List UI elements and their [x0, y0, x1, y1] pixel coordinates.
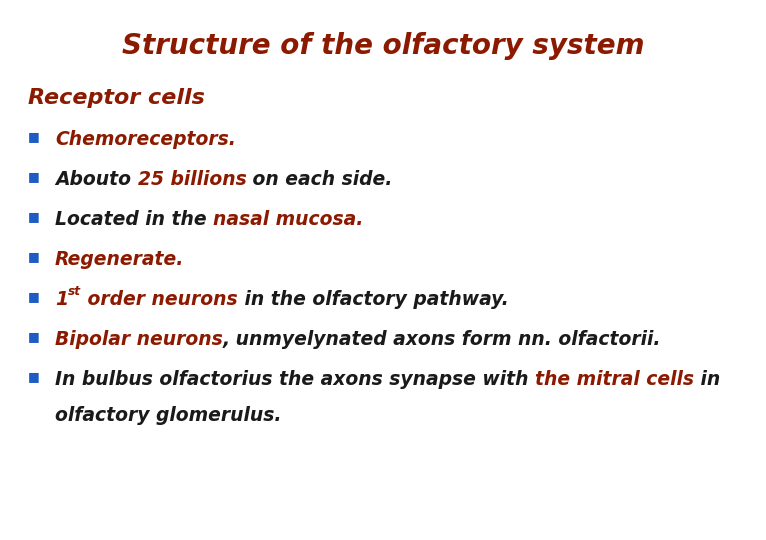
Text: ■: ■: [28, 210, 40, 223]
Text: Regenerate.: Regenerate.: [55, 250, 185, 269]
Text: Receptor cells: Receptor cells: [28, 88, 205, 108]
Text: 25 billions: 25 billions: [138, 170, 246, 189]
Text: ■: ■: [28, 290, 40, 303]
Text: the mitral cells: the mitral cells: [535, 370, 694, 389]
Text: st: st: [68, 285, 81, 298]
Text: nasal mucosa.: nasal mucosa.: [213, 210, 364, 229]
Text: ■: ■: [28, 170, 40, 183]
Text: order neurons: order neurons: [81, 290, 237, 309]
Text: Bipolar neurons: Bipolar neurons: [55, 330, 223, 349]
Text: Abouto: Abouto: [55, 170, 138, 189]
Text: on each side.: on each side.: [246, 170, 393, 189]
Text: ■: ■: [28, 250, 40, 263]
Text: Chemoreceptors.: Chemoreceptors.: [55, 130, 236, 149]
Text: ■: ■: [28, 330, 40, 343]
Text: ■: ■: [28, 130, 40, 143]
Text: in: in: [694, 370, 720, 389]
Text: 1: 1: [55, 290, 68, 309]
Text: In bulbus olfactorius the axons synapse with: In bulbus olfactorius the axons synapse …: [55, 370, 535, 389]
Text: Located in the: Located in the: [55, 210, 213, 229]
Text: ■: ■: [28, 370, 40, 383]
Text: , unmyelynated axons form nn. olfactorii.: , unmyelynated axons form nn. olfactorii…: [223, 330, 661, 349]
Text: Structure of the olfactory system: Structure of the olfactory system: [122, 32, 644, 60]
Text: olfactory glomerulus.: olfactory glomerulus.: [55, 406, 281, 425]
Text: in the olfactory pathway.: in the olfactory pathway.: [237, 290, 509, 309]
